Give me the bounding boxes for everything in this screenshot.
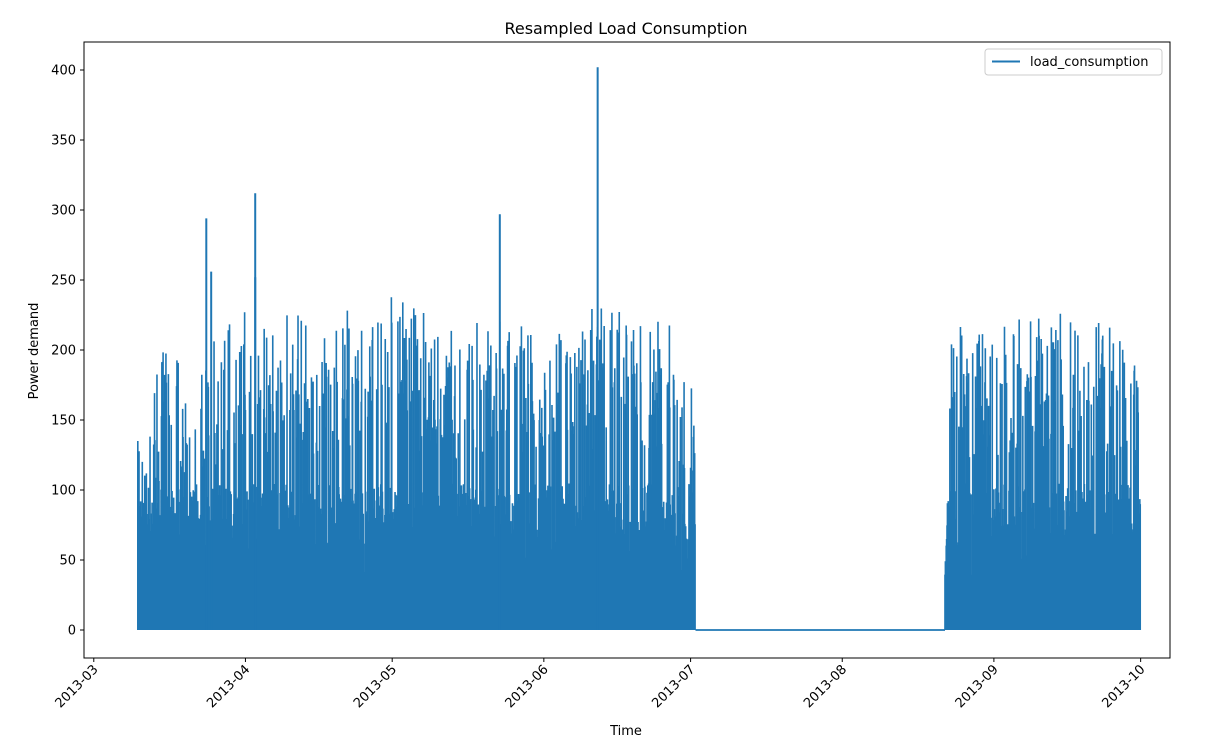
y-axis-label: Power demand: [27, 303, 42, 400]
y-tick-label: 0: [68, 624, 76, 639]
load-consumption-series: [137, 297, 1142, 631]
chart-title: Resampled Load Consumption: [504, 19, 747, 38]
y-tick-label: 400: [51, 64, 76, 79]
x-tick-label: 2013-08: [801, 662, 850, 711]
x-tick-label: 2013-06: [503, 662, 552, 711]
x-tick-label: 2013-09: [953, 662, 1002, 711]
x-tick-label: 2013-10: [1099, 662, 1148, 711]
y-tick-label: 300: [51, 204, 76, 219]
plot-area: [137, 67, 1142, 631]
x-axis-label: Time: [609, 724, 642, 739]
x-axis: 2013-03 2013-04 2013-05 2013-06 2013-07 2013-…: [53, 658, 1148, 711]
legend-box: [984, 48, 1163, 76]
legend-label: load_consumption: [1030, 55, 1148, 70]
y-axis: 0 50 100 150 200 250 300 350 400: [51, 64, 84, 639]
x-tick-label: 2013-07: [649, 662, 698, 711]
y-tick-label: 50: [59, 554, 76, 569]
y-tick-label: 200: [51, 344, 76, 359]
y-tick-label: 100: [51, 484, 76, 499]
y-tick-label: 250: [51, 274, 76, 289]
x-tick-label: 2013-05: [351, 662, 400, 711]
y-tick-label: 350: [51, 134, 76, 149]
y-tick-label: 150: [51, 414, 76, 429]
x-tick-label: 2013-03: [53, 662, 102, 711]
x-tick-label: 2013-04: [204, 662, 253, 711]
legend: load_consumption: [984, 48, 1163, 76]
